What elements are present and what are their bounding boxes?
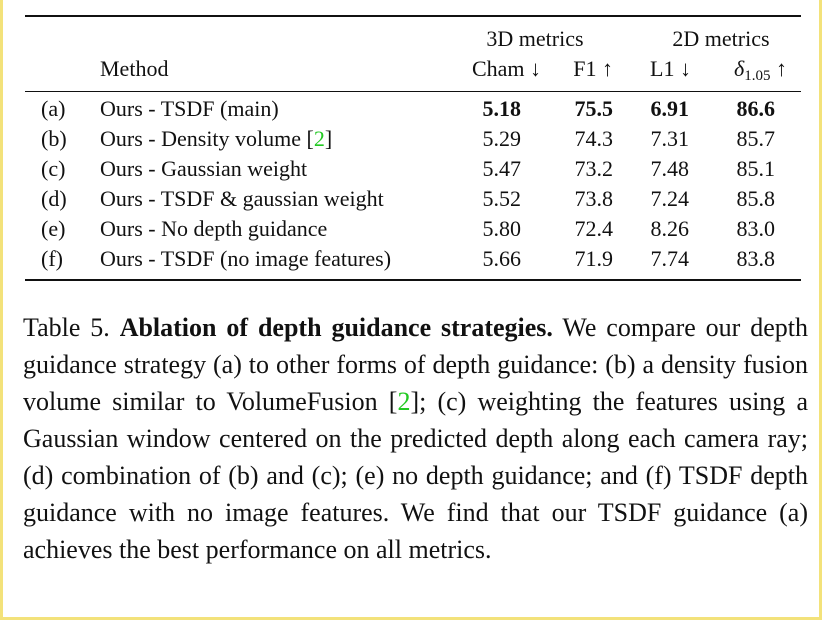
cell-cham: 5.80 — [482, 216, 522, 241]
caption-text-continued: ]; (c) weighting the features using a Ga… — [23, 387, 808, 564]
column-header-cham: Cham ↓ — [471, 56, 541, 81]
cell-f1: 74.3 — [574, 126, 614, 151]
row-method: Ours - TSDF (no image features) — [100, 246, 392, 271]
caption-title: Ablation of depth guidance strategies. — [119, 313, 553, 342]
table-top-rule — [25, 15, 801, 17]
caption-label: Table 5. — [23, 313, 110, 342]
group-header-3d: 3D metrics — [486, 26, 584, 51]
column-header-method: Method — [100, 56, 169, 81]
row-id: (a) — [41, 96, 66, 121]
row-id: (b) — [41, 126, 67, 151]
row-method-text: Ours - Density volume [ — [100, 126, 314, 151]
delta-symbol: δ — [734, 56, 745, 81]
cell-delta: 83.0 — [736, 216, 776, 241]
cell-f1: 72.4 — [574, 216, 614, 241]
delta-subscript: 1.05 — [744, 68, 771, 84]
cell-cham: 5.29 — [482, 126, 522, 151]
cell-l1: 7.24 — [650, 186, 690, 211]
cell-f1: 75.5 — [574, 96, 614, 121]
row-method: Ours - No depth guidance — [100, 216, 328, 241]
row-id: (c) — [41, 156, 66, 181]
table-bottom-rule — [25, 279, 801, 281]
cell-f1: 73.2 — [574, 156, 614, 181]
row-id: (d) — [41, 186, 67, 211]
table-caption: Table 5. Ablation of depth guidance stra… — [23, 309, 808, 568]
delta-arrow: ↑ — [776, 56, 787, 81]
cell-cham: 5.18 — [482, 96, 522, 121]
row-id: (f) — [41, 246, 63, 271]
cell-cham: 5.47 — [482, 156, 522, 181]
column-header-l1: L1 ↓ — [650, 56, 691, 81]
row-method: Ours - Density volume [2] — [100, 126, 332, 152]
row-id: (e) — [41, 216, 66, 241]
cell-delta: 85.8 — [736, 186, 776, 211]
row-method: Ours - TSDF & gaussian weight — [100, 186, 384, 211]
group-header-2d: 2D metrics — [672, 26, 770, 51]
cell-f1: 73.8 — [574, 186, 614, 211]
column-header-f1: F1 ↑ — [573, 56, 613, 81]
column-header-delta: δ1.05 ↑ — [693, 56, 787, 89]
cell-l1: 8.26 — [650, 216, 690, 241]
row-method: Ours - Gaussian weight — [100, 156, 308, 181]
cell-cham: 5.66 — [482, 246, 522, 271]
row-method-close: ] — [324, 126, 333, 151]
row-method: Ours - TSDF (main) — [100, 96, 279, 121]
cell-delta: 83.8 — [736, 246, 776, 271]
caption-text: We compare our depth guidance strategy (… — [23, 313, 809, 416]
table-header-rule — [25, 91, 801, 92]
cell-l1: 7.31 — [650, 126, 690, 151]
cell-l1: 7.74 — [650, 246, 690, 271]
cell-l1: 6.91 — [650, 96, 690, 121]
citation-link[interactable]: 2 — [313, 126, 325, 151]
cell-delta: 86.6 — [736, 96, 776, 121]
cell-l1: 7.48 — [650, 156, 690, 181]
caption-citation-link[interactable]: 2 — [397, 387, 411, 416]
cell-delta: 85.1 — [736, 156, 776, 181]
cell-f1: 71.9 — [574, 246, 614, 271]
cell-delta: 85.7 — [736, 126, 776, 151]
cell-cham: 5.52 — [482, 186, 522, 211]
